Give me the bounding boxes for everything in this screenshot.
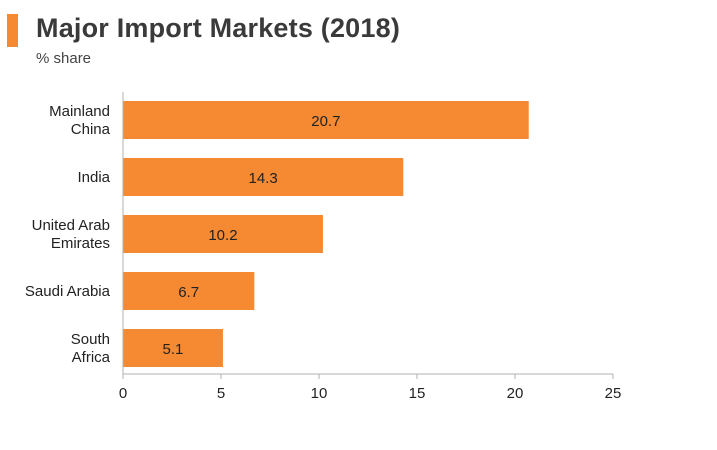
category-label-1: India [77,169,110,186]
category-label-2: United Arab Emirates [32,217,110,252]
bar-value-label-4: 5.1 [163,341,184,358]
title-accent-bar [7,14,18,47]
bar-value-label-3: 6.7 [178,284,199,301]
bar-4 [123,329,223,367]
bar-2 [123,215,323,253]
bar-value-label-0: 20.7 [311,113,340,130]
x-tick-label-4: 20 [507,385,524,402]
x-tick-label-2: 10 [311,385,328,402]
chart-title: Major Import Markets (2018) [36,13,401,43]
bar-value-label-2: 10.2 [208,227,237,244]
x-tick-label-1: 5 [217,385,225,402]
category-label-0: Mainland China [49,103,111,138]
x-tick-label-0: 0 [119,385,127,402]
chart-subtitle: % share [36,50,92,67]
bar-1 [123,158,404,196]
bar-3 [123,272,255,310]
x-tick-label-3: 15 [409,385,426,402]
x-tick-label-5: 25 [605,385,622,402]
bar-0 [123,101,529,139]
category-label-3: Saudi Arabia [25,283,111,300]
category-label-4: South Africa [71,331,111,366]
bar-value-label-1: 14.3 [249,170,278,187]
